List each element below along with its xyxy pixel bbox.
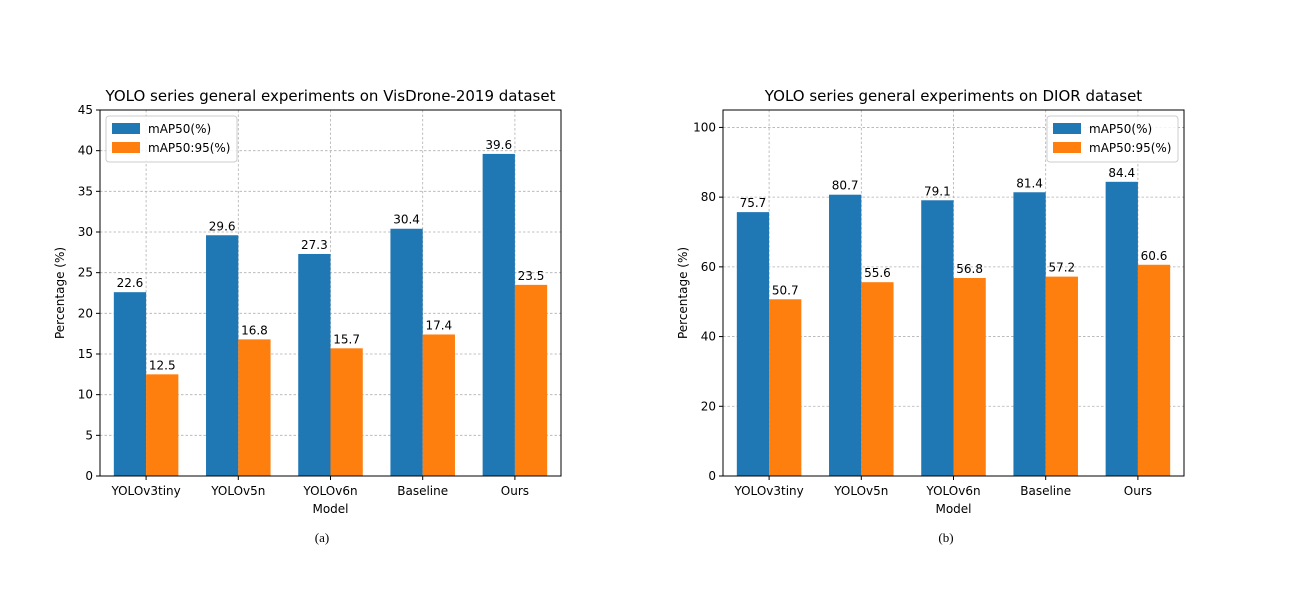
chart1-ytick-label-3: 15 xyxy=(78,347,93,361)
chart1-value-label-s0-0: 22.6 xyxy=(117,276,144,290)
chart2-value-label-s0-0: 75.7 xyxy=(740,196,767,210)
chart2-ytick-label-2: 40 xyxy=(701,330,716,344)
chart2-value-label-s1-4: 60.6 xyxy=(1141,249,1168,263)
chart2-ytick-label-3: 60 xyxy=(701,260,716,274)
chart2-xtick-label-0: YOLOv3tiny xyxy=(733,484,803,498)
chart1-bar-s0-1 xyxy=(206,235,239,476)
chart2-bar-s1-4 xyxy=(1137,264,1171,476)
chart1-bar-s1-4 xyxy=(514,284,548,476)
chart1-title: YOLO series general experiments on VisDr… xyxy=(105,87,556,105)
chart2-legend-swatch-1 xyxy=(1053,142,1081,153)
chart1-value-label-s0-1: 29.6 xyxy=(209,219,236,233)
chart1-bar-s0-3 xyxy=(390,228,423,476)
chart2-xlabel: Model xyxy=(935,502,971,516)
chart1-value-label-s1-4: 23.5 xyxy=(518,269,545,283)
chart1-xtick-label-0: YOLOv3tiny xyxy=(110,484,180,498)
chart2-ytick-label-5: 100 xyxy=(693,120,716,134)
chart2-xtick-label-1: YOLOv5n xyxy=(833,484,888,498)
chart1-bar-s0-4 xyxy=(482,153,515,477)
chart1-ytick-label-6: 30 xyxy=(78,225,93,239)
chart1-legend-swatch-0 xyxy=(112,123,140,134)
chart1-ytick-label-0: 0 xyxy=(85,469,93,483)
chart2-legend-label-1: mAP50:95(%) xyxy=(1089,141,1171,155)
chart2-xtick-label-3: Baseline xyxy=(1020,484,1071,498)
chart1-xtick-label-1: YOLOv5n xyxy=(210,484,265,498)
chart1-ytick-label-8: 40 xyxy=(78,144,93,158)
chart2-bar-s1-3 xyxy=(1045,276,1078,476)
chart1-ytick-label-4: 20 xyxy=(78,306,93,320)
chart2-legend-swatch-0 xyxy=(1053,123,1081,134)
chart1-value-label-s0-2: 27.3 xyxy=(301,238,328,252)
chart2-bar-s1-2 xyxy=(953,278,986,476)
chart2-value-label-s0-4: 84.4 xyxy=(1108,166,1135,180)
chart1-ytick-label-2: 10 xyxy=(78,388,93,402)
chart1-ytick-label-1: 5 xyxy=(85,428,93,442)
chart1-value-label-s1-0: 12.5 xyxy=(149,358,176,372)
chart1-value-label-s1-3: 17.4 xyxy=(425,318,452,332)
chart1-legend-label-1: mAP50:95(%) xyxy=(148,141,230,155)
chart2-value-label-s0-3: 81.4 xyxy=(1016,176,1043,190)
chart1-value-label-s1-2: 15.7 xyxy=(333,332,360,346)
chart1-bar-s0-2 xyxy=(298,253,331,476)
chart1-bar-s1-2 xyxy=(330,348,363,476)
chart2-xtick-label-4: Ours xyxy=(1124,484,1152,498)
chart1-ytick-label-9: 45 xyxy=(78,103,93,117)
caption-b: (b) xyxy=(938,530,954,545)
chart2-ytick-label-1: 20 xyxy=(701,399,716,413)
chart1-value-label-s1-1: 16.8 xyxy=(241,323,268,337)
chart2-value-label-s1-0: 50.7 xyxy=(772,283,799,297)
chart2-bar-s1-1 xyxy=(861,282,894,476)
chart1-ylabel: Percentage (%) xyxy=(53,247,67,339)
chart1-xlabel: Model xyxy=(312,502,348,516)
chart2-value-label-s0-1: 80.7 xyxy=(832,179,859,193)
chart2-bar-s1-0 xyxy=(769,299,802,476)
caption-a: (a) xyxy=(314,530,330,545)
chart2-ytick-label-0: 0 xyxy=(708,469,716,483)
chart2-bar-s0-4 xyxy=(1105,181,1138,476)
chart1-bar-s0-0 xyxy=(113,292,147,476)
chart2-value-label-s0-2: 79.1 xyxy=(924,184,951,198)
chart2-value-label-s1-1: 55.6 xyxy=(864,266,891,280)
chart1-bar-s1-1 xyxy=(238,339,271,476)
chart1-bar-s1-3 xyxy=(422,334,455,476)
chart2-bar-s0-3 xyxy=(1013,192,1046,476)
chart2-xtick-label-2: YOLOv6n xyxy=(925,484,980,498)
chart1-bar-s1-0 xyxy=(146,374,179,476)
chart1-legend-swatch-1 xyxy=(112,142,140,153)
chart2-title: YOLO series general experiments on DIOR … xyxy=(764,87,1143,105)
chart1-xtick-label-2: YOLOv6n xyxy=(302,484,357,498)
chart2-legend-label-0: mAP50(%) xyxy=(1089,122,1152,136)
chart1-legend-label-0: mAP50(%) xyxy=(148,122,211,136)
chart1-xtick-label-3: Baseline xyxy=(397,484,448,498)
chart1-value-label-s0-3: 30.4 xyxy=(393,213,420,227)
chart2-ylabel: Percentage (%) xyxy=(676,247,690,339)
chart1-xtick-label-4: Ours xyxy=(501,484,529,498)
chart2-value-label-s1-3: 57.2 xyxy=(1048,261,1075,275)
chart1-value-label-s0-4: 39.6 xyxy=(485,138,512,152)
chart1-ytick-label-5: 25 xyxy=(78,266,93,280)
chart2-ytick-label-4: 80 xyxy=(701,190,716,204)
chart1-ytick-label-7: 35 xyxy=(78,184,93,198)
chart2-bar-s0-2 xyxy=(921,200,954,476)
chart2-value-label-s1-2: 56.8 xyxy=(956,262,983,276)
chart2-bar-s0-1 xyxy=(829,194,862,476)
chart2-bar-s0-0 xyxy=(736,212,770,477)
